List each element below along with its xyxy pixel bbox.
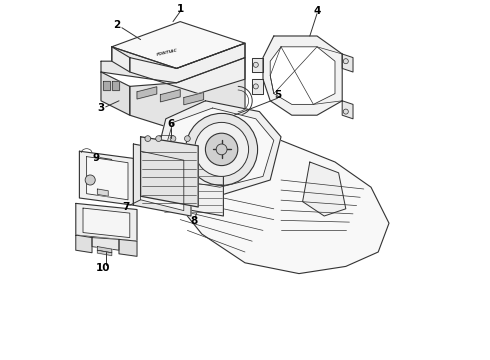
Text: 5: 5 [274,90,281,100]
Polygon shape [76,235,92,253]
Polygon shape [342,54,353,72]
Polygon shape [112,47,130,72]
Polygon shape [101,72,130,115]
Polygon shape [137,87,157,99]
Polygon shape [141,137,198,207]
Circle shape [205,133,238,166]
Polygon shape [270,47,335,104]
Polygon shape [252,79,263,94]
Polygon shape [87,157,128,200]
Circle shape [343,109,348,114]
Text: 7: 7 [122,202,130,212]
Polygon shape [342,101,353,119]
Circle shape [85,175,95,185]
Polygon shape [133,144,191,216]
Polygon shape [252,58,263,72]
Text: PONTIAC: PONTIAC [156,48,179,57]
Circle shape [343,59,348,64]
Polygon shape [98,189,108,196]
Polygon shape [130,58,245,137]
Text: 1: 1 [176,4,184,14]
Circle shape [170,136,176,141]
Polygon shape [263,36,342,115]
Polygon shape [162,151,223,216]
Polygon shape [166,122,389,274]
Circle shape [216,144,227,155]
Polygon shape [92,238,119,250]
Text: 3: 3 [98,103,105,113]
Polygon shape [160,90,180,102]
Polygon shape [101,43,245,83]
Polygon shape [141,151,184,211]
Circle shape [186,113,258,185]
Polygon shape [184,93,204,105]
Polygon shape [98,250,112,256]
Polygon shape [76,203,137,241]
Circle shape [145,136,151,141]
Text: 4: 4 [313,6,320,16]
Polygon shape [79,151,133,205]
Polygon shape [112,81,119,90]
Polygon shape [98,247,112,253]
Text: 9: 9 [92,153,99,163]
Circle shape [253,84,258,89]
Polygon shape [155,101,281,194]
Circle shape [253,62,258,67]
Circle shape [195,122,248,176]
Text: 10: 10 [96,263,110,273]
Circle shape [156,136,162,141]
Polygon shape [119,239,137,256]
Text: 8: 8 [190,216,197,226]
Text: 2: 2 [114,20,121,30]
Polygon shape [130,43,245,94]
Polygon shape [112,22,245,68]
Circle shape [185,136,190,141]
Polygon shape [162,108,274,187]
Polygon shape [103,81,110,90]
Text: 6: 6 [168,119,175,129]
Polygon shape [83,208,130,238]
Polygon shape [303,162,346,216]
